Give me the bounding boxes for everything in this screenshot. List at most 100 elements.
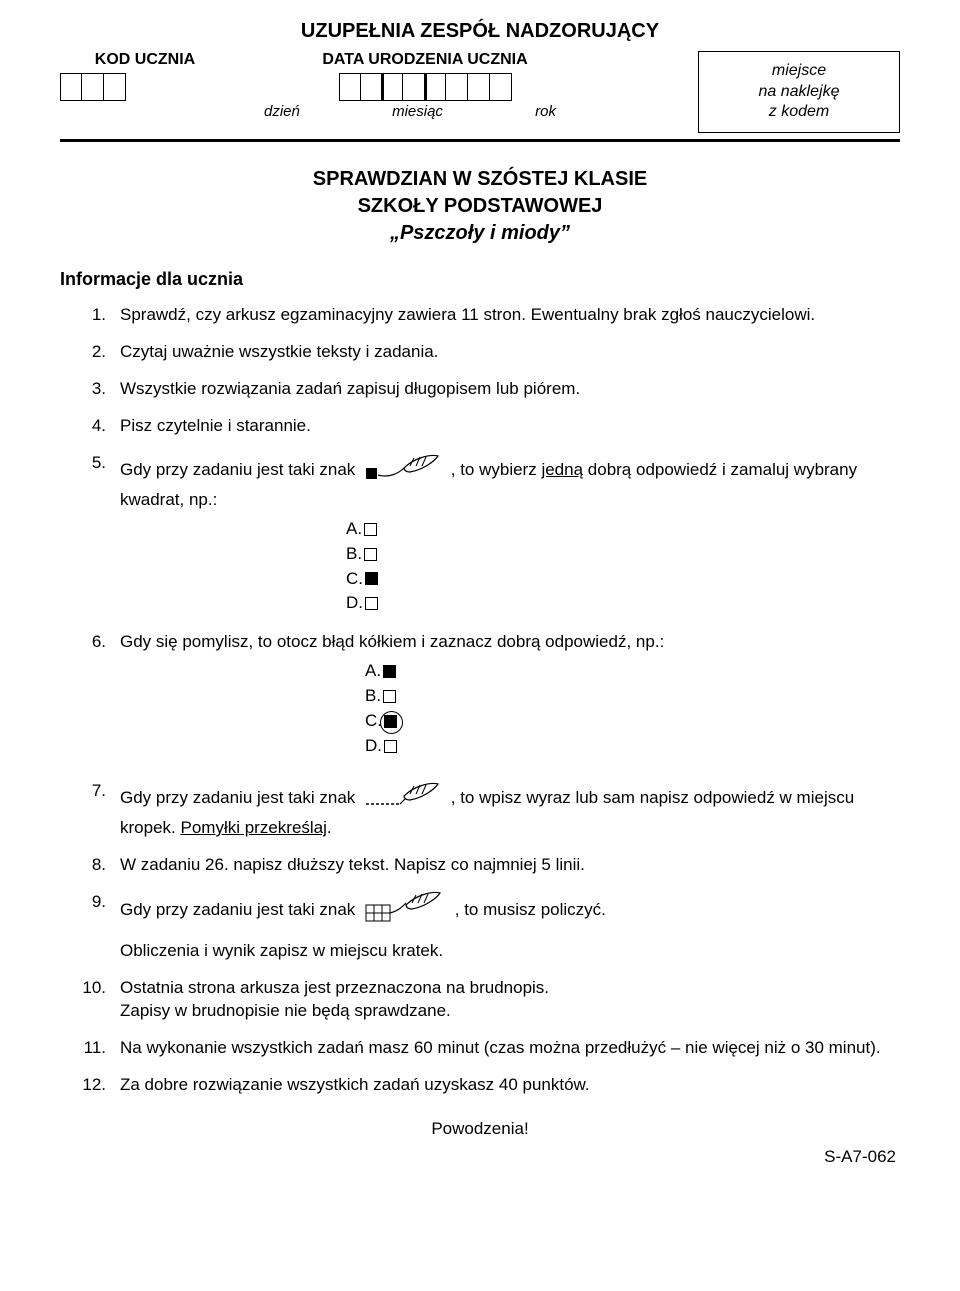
date-column: DATA URODZENIA UCZNIA dzień miesiąc rok	[260, 51, 590, 120]
opt5-a: A.	[346, 518, 900, 541]
checkbox-circled-icon	[382, 715, 397, 728]
opt6-a-label: A.	[365, 660, 381, 683]
date-year-label: rok	[535, 103, 586, 120]
sticker-line2: na naklejkę	[759, 82, 840, 103]
num-10: 10.	[60, 977, 120, 1000]
text-10a: Ostatnia strona arkusza jest przeznaczon…	[120, 978, 549, 997]
opt5-c-label: C.	[346, 568, 363, 591]
num-6: 6.	[60, 631, 120, 654]
options-6: A. B. C. D.	[120, 660, 900, 758]
sticker-line1: miejsce	[772, 61, 826, 82]
checkbox-empty-icon	[383, 690, 396, 703]
text-7-pre: Gdy przy zadaniu jest taki znak	[120, 788, 360, 807]
instruction-2: 2. Czytaj uważnie wszystkie teksty i zad…	[60, 341, 900, 364]
sticker-column: miejsce na naklejkę z kodem	[620, 51, 900, 133]
opt6-d: D.	[365, 735, 900, 758]
instruction-7: 7. Gdy przy zadaniu jest taki znak , to …	[60, 780, 900, 840]
kod-label: KOD UCZNIA	[60, 51, 230, 69]
text-9-post: , to musisz policzyć.	[455, 900, 606, 919]
text-2: Czytaj uważnie wszystkie teksty i zadani…	[120, 341, 900, 364]
opt5-a-label: A.	[346, 518, 362, 541]
opt5-d: D.	[346, 592, 900, 615]
text-12: Za dobre rozwiązanie wszystkich zadań uz…	[120, 1074, 900, 1097]
num-4: 4.	[60, 415, 120, 438]
num-12: 12.	[60, 1074, 120, 1097]
instruction-6: 6. Gdy się pomylisz, to otocz błąd kółki…	[60, 631, 900, 760]
text-11: Na wykonanie wszystkich zadań masz 60 mi…	[120, 1037, 900, 1060]
hand-write-icon	[364, 780, 442, 817]
text-5-postb: jedną	[541, 460, 583, 479]
text-1: Sprawdź, czy arkusz egzaminacyjny zawier…	[120, 304, 900, 327]
footer-goodluck: Powodzenia!	[60, 1119, 900, 1139]
num-9: 9.	[60, 891, 120, 914]
instruction-9: 9. Gdy przy zadaniu jest taki znak	[60, 891, 900, 963]
hand-grid-icon	[364, 891, 446, 930]
date-boxes[interactable]	[260, 73, 590, 101]
opt5-c: C.	[346, 568, 900, 591]
opt6-a: A.	[365, 660, 900, 683]
instruction-11: 11. Na wykonanie wszystkich zadań masz 6…	[60, 1037, 900, 1060]
date-month-label: miesiąc	[392, 103, 443, 120]
opt6-b-label: B.	[365, 685, 381, 708]
title-line3: „Pszczoły i miody”	[60, 220, 900, 247]
checkbox-filled-icon	[383, 665, 396, 678]
header-beam: UZUPEŁNIA ZESPÓŁ NADZORUJĄCY	[60, 20, 900, 43]
text-3: Wszystkie rozwiązania zadań zapisuj dług…	[120, 378, 900, 401]
checkbox-filled-icon	[365, 572, 378, 585]
text-6: Gdy się pomylisz, to otocz błąd kółkiem …	[120, 631, 900, 760]
title-line1: SPRAWDZIAN W SZÓSTEJ KLASIE	[60, 166, 900, 193]
opt6-b: B.	[365, 685, 900, 708]
text-5-pre: Gdy przy zadaniu jest taki znak	[120, 460, 360, 479]
opt5-d-label: D.	[346, 592, 363, 615]
page: UZUPEŁNIA ZESPÓŁ NADZORUJĄCY KOD UCZNIA …	[0, 0, 960, 1291]
instruction-4: 4. Pisz czytelnie i starannie.	[60, 415, 900, 438]
hand-choice-icon	[364, 452, 442, 489]
footer-code: S-A7-062	[60, 1147, 900, 1167]
title-block: SPRAWDZIAN W SZÓSTEJ KLASIE SZKOŁY PODST…	[60, 166, 900, 247]
text-9-pre: Gdy przy zadaniu jest taki znak	[120, 900, 360, 919]
instruction-8: 8. W zadaniu 26. napisz dłuższy tekst. N…	[60, 854, 900, 877]
date-label: DATA URODZENIA UCZNIA	[260, 51, 590, 69]
kod-column: KOD UCZNIA	[60, 51, 230, 101]
date-sublabels: dzień miesiąc rok	[260, 103, 590, 120]
num-5: 5.	[60, 452, 120, 475]
instructions-list: 1. Sprawdź, czy arkusz egzaminacyjny zaw…	[60, 304, 900, 1097]
checkbox-empty-icon	[384, 740, 397, 753]
opt6-c: C.	[365, 710, 900, 733]
text-10b: Zapisy w brudnopisie nie będą	[120, 1001, 354, 1020]
num-8: 8.	[60, 854, 120, 877]
date-day-label: dzień	[264, 103, 300, 120]
opt5-b-label: B.	[346, 543, 362, 566]
text-7: Gdy przy zadaniu jest taki znak , to wpi…	[120, 780, 900, 840]
info-heading: Informacje dla ucznia	[60, 269, 900, 290]
num-1: 1.	[60, 304, 120, 327]
opt5-b: B.	[346, 543, 900, 566]
divider	[60, 139, 900, 142]
text-8: W zadaniu 26. napisz dłuższy tekst. Napi…	[120, 854, 900, 877]
title-line2: SZKOŁY PODSTAWOWEJ	[60, 193, 900, 220]
text-10c: sprawdzane.	[354, 1001, 450, 1020]
header-row: KOD UCZNIA DATA URODZENIA UCZNIA dzień m…	[60, 51, 900, 133]
text-5: Gdy przy zadaniu jest taki znak , to wyb…	[120, 452, 900, 618]
num-7: 7.	[60, 780, 120, 803]
text-9: Gdy przy zadaniu jest taki znak	[120, 891, 900, 963]
instruction-10: 10. Ostatnia strona arkusza jest przezna…	[60, 977, 900, 1023]
text-5-posta: , to wybierz	[451, 460, 542, 479]
text-4: Pisz czytelnie i starannie.	[120, 415, 900, 438]
text-10: Ostatnia strona arkusza jest przeznaczon…	[120, 977, 900, 1023]
text-9-line2: Obliczenia i wynik zapisz w miejscu krat…	[120, 940, 900, 963]
footer: Powodzenia! S-A7-062	[60, 1119, 900, 1167]
instruction-5: 5. Gdy przy zadaniu jest taki znak , to …	[60, 452, 900, 618]
text-7-postb: Pomyłki przekreślaj	[180, 818, 326, 837]
num-3: 3.	[60, 378, 120, 401]
num-2: 2.	[60, 341, 120, 364]
sticker-line3: z kodem	[769, 102, 829, 123]
instruction-3: 3. Wszystkie rozwiązania zadań zapisuj d…	[60, 378, 900, 401]
kod-boxes[interactable]	[60, 73, 230, 101]
sticker-box: miejsce na naklejkę z kodem	[698, 51, 900, 133]
instruction-1: 1. Sprawdź, czy arkusz egzaminacyjny zaw…	[60, 304, 900, 327]
text-7-postc: .	[327, 818, 332, 837]
opt6-d-label: D.	[365, 735, 382, 758]
checkbox-empty-icon	[365, 597, 378, 610]
instruction-12: 12. Za dobre rozwiązanie wszystkich zada…	[60, 1074, 900, 1097]
